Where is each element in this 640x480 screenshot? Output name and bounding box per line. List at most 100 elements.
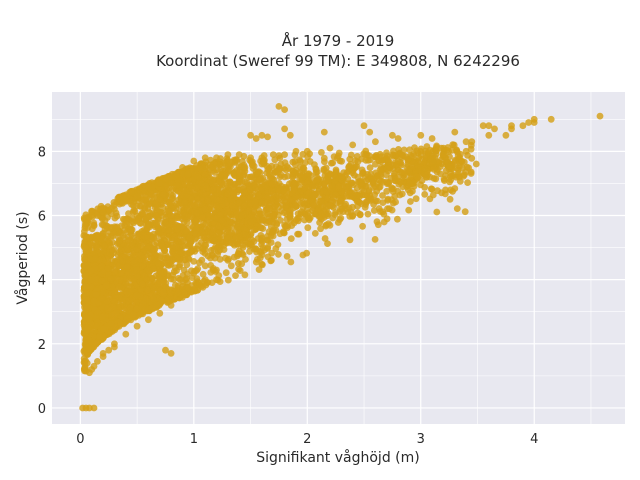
- data-point: [204, 197, 212, 204]
- data-point: [413, 173, 420, 180]
- x-tick-label: 2: [303, 432, 311, 447]
- data-point: [346, 236, 354, 244]
- data-point: [366, 164, 374, 172]
- data-point: [363, 198, 371, 205]
- data-point: [320, 128, 328, 136]
- data-point: [105, 207, 113, 215]
- data-point: [343, 192, 351, 200]
- data-point: [159, 204, 167, 212]
- data-point: [131, 208, 139, 215]
- data-point: [335, 149, 343, 157]
- data-point: [248, 173, 256, 181]
- data-point: [174, 226, 182, 233]
- data-point: [338, 173, 346, 181]
- data-point: [230, 170, 237, 178]
- data-point: [179, 272, 187, 279]
- data-point: [177, 238, 185, 245]
- data-point: [107, 242, 114, 250]
- data-point: [388, 184, 396, 192]
- data-point: [224, 257, 232, 264]
- data-point: [122, 330, 130, 338]
- data-point: [196, 279, 203, 287]
- data-point: [236, 267, 244, 274]
- data-point: [453, 148, 461, 156]
- data-point: [328, 197, 336, 204]
- data-point: [328, 159, 335, 167]
- data-point: [105, 346, 113, 354]
- data-point: [281, 151, 288, 159]
- data-point: [458, 158, 466, 166]
- data-point: [410, 179, 418, 187]
- data-point: [372, 160, 379, 168]
- data-point: [344, 175, 352, 183]
- data-point: [167, 301, 175, 309]
- data-point: [241, 202, 249, 210]
- data-point: [463, 163, 471, 171]
- data-point: [334, 219, 342, 226]
- data-point: [247, 131, 255, 139]
- data-point: [274, 198, 281, 206]
- data-point: [129, 201, 137, 209]
- data-point: [235, 247, 243, 255]
- data-point: [224, 182, 232, 190]
- data-point: [275, 203, 283, 211]
- data-point: [180, 266, 188, 274]
- data-point: [376, 208, 384, 215]
- data-point: [292, 202, 300, 210]
- data-point: [92, 291, 100, 298]
- data-point: [115, 238, 123, 245]
- data-point: [133, 291, 141, 299]
- data-point: [99, 353, 107, 360]
- data-point: [88, 212, 96, 219]
- data-point: [389, 131, 396, 139]
- data-point: [175, 196, 183, 204]
- x-axis-label: Signifikant våghöjd (m): [256, 449, 419, 466]
- data-point: [254, 256, 261, 263]
- data-point: [168, 186, 176, 193]
- data-point: [87, 276, 95, 284]
- data-point: [451, 128, 459, 136]
- data-point: [359, 170, 366, 178]
- data-point: [365, 187, 373, 194]
- data-point: [238, 212, 246, 220]
- x-tick-label: 4: [530, 432, 538, 447]
- data-point: [185, 284, 193, 292]
- data-point: [81, 350, 89, 357]
- data-point: [260, 160, 268, 168]
- data-point: [209, 228, 217, 236]
- data-point: [485, 122, 493, 130]
- data-point: [269, 151, 277, 159]
- data-point: [305, 189, 312, 197]
- data-point: [396, 191, 404, 199]
- data-point: [320, 214, 328, 221]
- data-point: [267, 257, 275, 265]
- data-point: [144, 243, 152, 251]
- data-point: [395, 146, 402, 153]
- chart-title: År 1979 - 2019: [282, 31, 395, 50]
- data-point: [291, 185, 298, 193]
- data-point: [222, 269, 230, 277]
- data-point: [224, 276, 232, 284]
- data-point: [379, 156, 386, 164]
- data-point: [98, 313, 106, 321]
- data-point: [415, 154, 423, 162]
- data-point: [101, 225, 109, 233]
- data-point: [147, 254, 155, 261]
- data-point: [472, 160, 480, 168]
- data-point: [338, 157, 345, 165]
- data-point: [392, 198, 399, 206]
- data-point: [276, 154, 284, 162]
- data-point: [241, 178, 249, 186]
- data-point: [190, 157, 198, 165]
- data-point: [255, 266, 263, 273]
- data-point: [202, 242, 210, 249]
- data-point: [519, 122, 527, 130]
- data-point: [122, 288, 130, 296]
- data-point: [138, 262, 146, 270]
- data-point: [468, 154, 476, 162]
- data-point: [94, 358, 101, 365]
- data-point: [329, 214, 337, 222]
- data-point: [114, 195, 122, 202]
- data-point: [98, 277, 106, 285]
- data-point: [321, 235, 329, 242]
